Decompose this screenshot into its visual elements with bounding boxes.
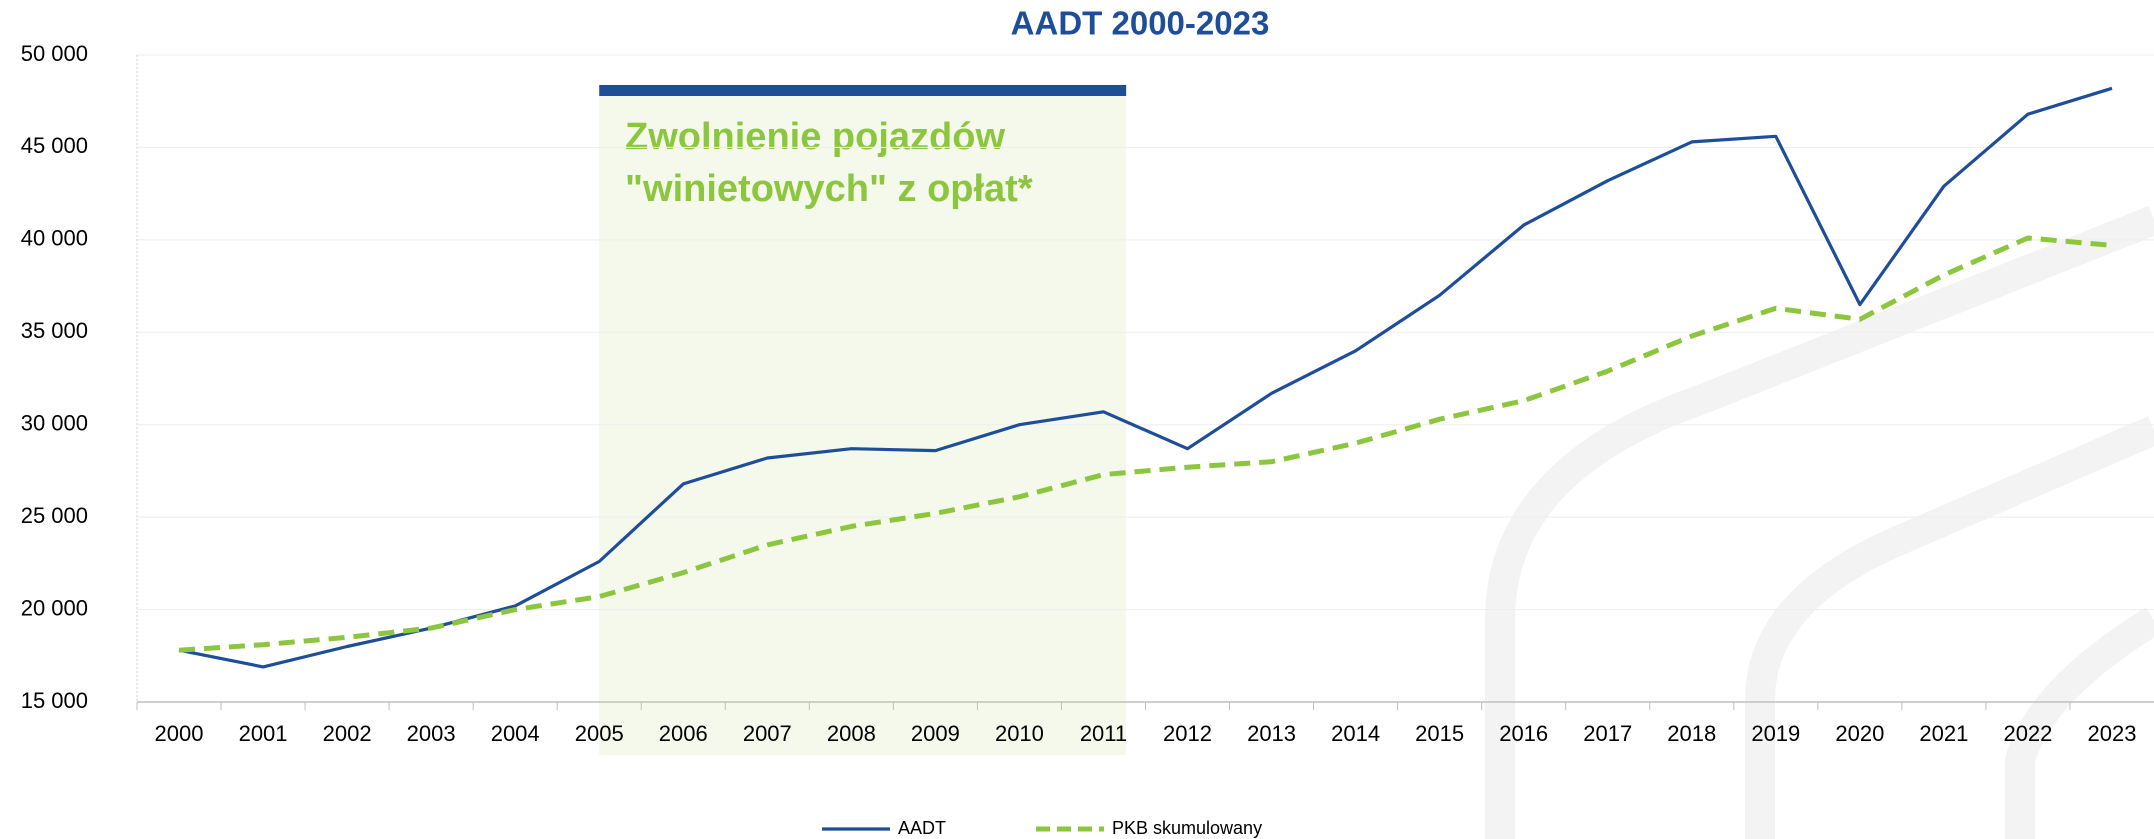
annotation: "winietowych" z opłat*: [625, 168, 1033, 210]
x-tick-label: 2010: [995, 721, 1044, 746]
x-tick-label: 2012: [1163, 721, 1212, 746]
chart-title: AADT 2000-2023: [1011, 5, 1270, 42]
x-tick-label: 2007: [743, 721, 792, 746]
x-tick-label: 2019: [1751, 721, 1800, 746]
x-tick-label: 2018: [1667, 721, 1716, 746]
y-tick-label: 15 000: [21, 688, 88, 713]
x-tick-label: 2004: [491, 721, 540, 746]
decor-curve: [2005, 607, 2154, 839]
legend-label: PKB skumulowany: [1112, 818, 1262, 838]
x-tick-label: 2014: [1331, 721, 1380, 746]
series-line: [178, 86, 2113, 669]
y-tick-label: 25 000: [21, 503, 88, 528]
decor-curve: [1745, 416, 2154, 839]
x-tick-label: 2008: [827, 721, 876, 746]
x-tick-label: 2009: [911, 721, 960, 746]
x-tick-label: 2000: [155, 721, 204, 746]
x-tick-label: 2023: [2088, 721, 2137, 746]
x-tick-label: 2021: [1919, 721, 1968, 746]
x-tick-label: 2015: [1415, 721, 1464, 746]
x-tick-label: 2020: [1835, 721, 1884, 746]
x-tick-label: 2003: [407, 721, 456, 746]
y-tick-label: 40 000: [21, 226, 88, 251]
decor-curve: [1485, 206, 2154, 839]
y-tick-label: 45 000: [21, 133, 88, 158]
y-tick-label: 50 000: [21, 41, 88, 66]
y-tick-label: 20 000: [21, 595, 88, 620]
x-tick-label: 2006: [659, 721, 708, 746]
x-tick-label: 2011: [1080, 721, 1127, 746]
x-tick-label: 2002: [323, 721, 372, 746]
highlight-bar: [599, 85, 1127, 96]
x-tick-label: 2016: [1499, 721, 1548, 746]
y-tick-label: 35 000: [21, 318, 88, 343]
x-tick-label: 2013: [1247, 721, 1296, 746]
background-decoration: [1485, 206, 2154, 839]
x-tick-label: 2017: [1583, 721, 1632, 746]
x-tick-label: 2005: [575, 721, 624, 746]
plot-area: Zwolnienie pojazdów "winietowych" z opłat…: [21, 41, 2154, 838]
series-line: [178, 235, 2113, 653]
legend-label: AADT: [898, 818, 946, 838]
x-tick-label: 2022: [2003, 721, 2052, 746]
x-tick-label: 2001: [239, 721, 288, 746]
annotation: Zwolnienie pojazdów: [625, 116, 1005, 158]
y-tick-label: 30 000: [21, 411, 88, 436]
